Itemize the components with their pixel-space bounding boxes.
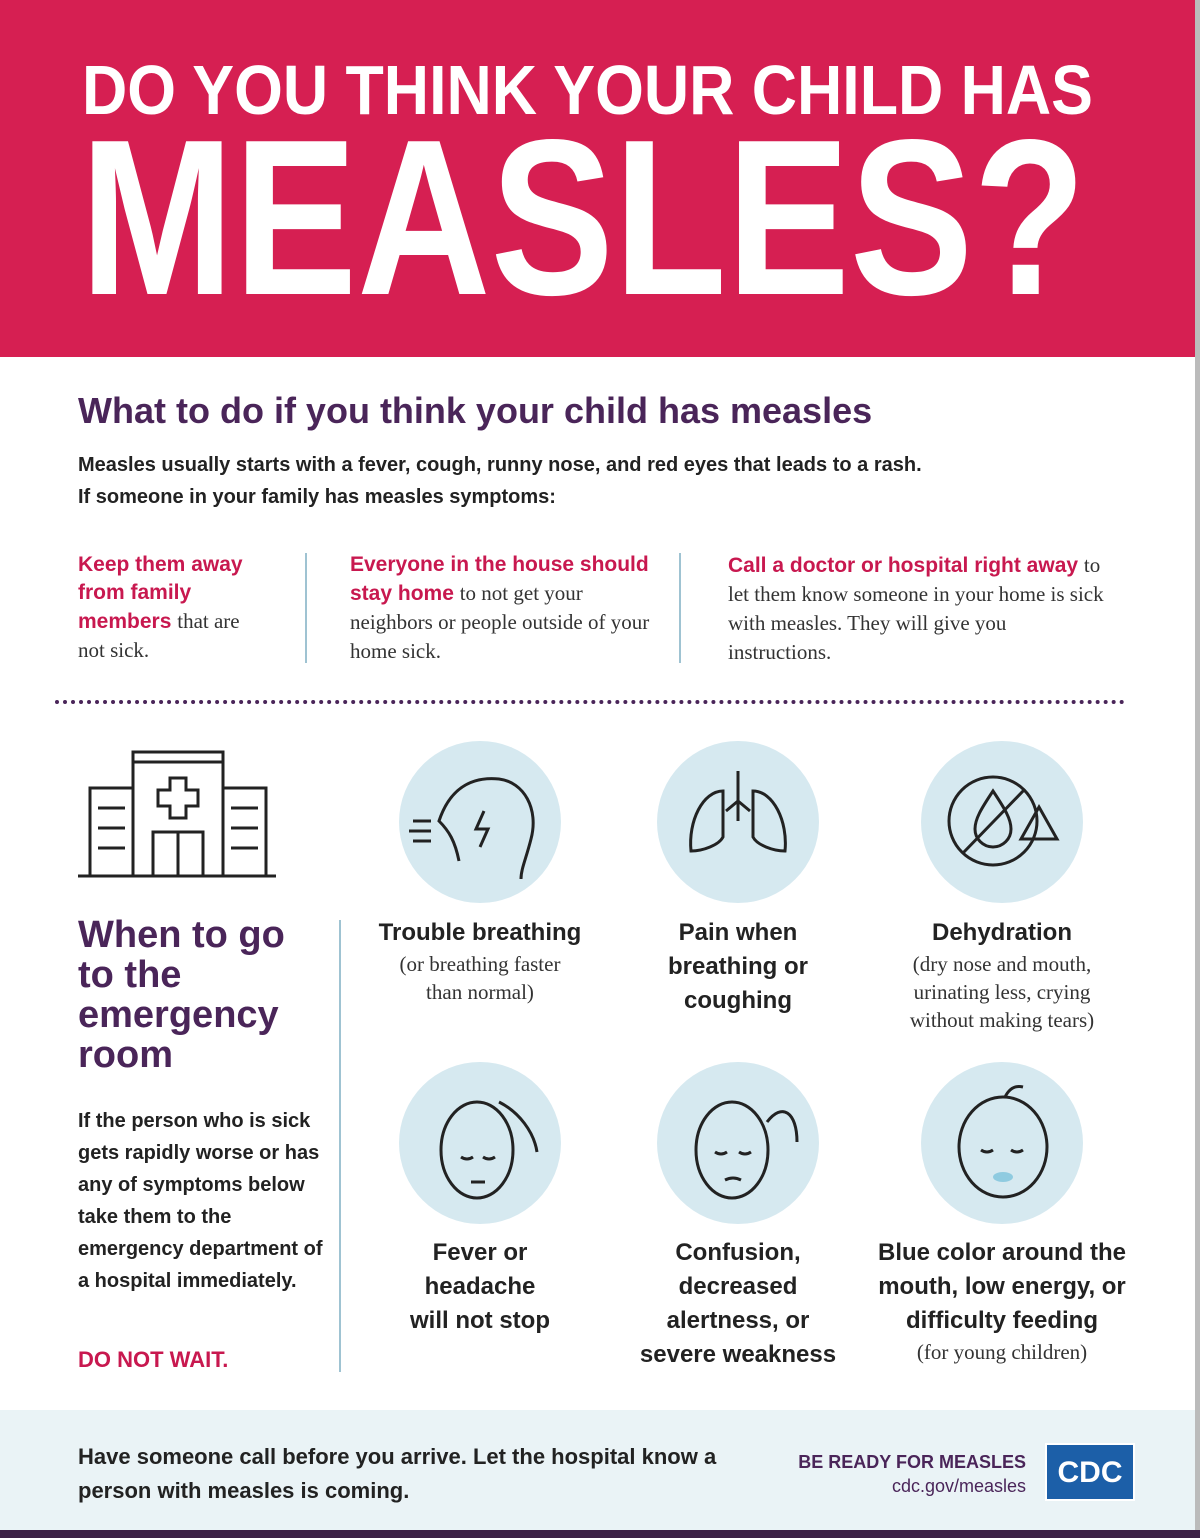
symptom-note: (or breathing faster than normal)	[399, 952, 561, 1004]
symptom-note: (dry nose and mouth, urinating less, cry…	[909, 952, 1095, 1032]
step-bold: Everyone in the house should stay home	[350, 553, 649, 605]
step: Everyone in the house should stay home t…	[350, 551, 650, 666]
dotted-separator	[55, 700, 1125, 704]
step-bold: Call a doctor or hospital right away	[728, 554, 1079, 577]
icon-breathing	[399, 741, 561, 903]
symptom-label: Confusion, decreased alertness, or sever…	[639, 1239, 837, 1368]
icon-baby	[921, 1062, 1083, 1224]
step-text: to not get your neighbors or people outs…	[350, 581, 650, 663]
cdc-logo: CDC	[1045, 1443, 1135, 1501]
symptom-label: Trouble breathing	[378, 919, 582, 946]
symptom: Dehydration (dry nose and mouth, urinatin…	[867, 916, 1137, 1034]
footer	[0, 1410, 1195, 1530]
symptom-label: Dehydration	[931, 919, 1072, 946]
symptom-label: Blue color around the mouth, low energy,…	[877, 1239, 1126, 1334]
emergency-title: When to go to the emergency room	[78, 914, 285, 1076]
url: cdc.gov/measles	[891, 1476, 1026, 1496]
icon-dehydration	[921, 741, 1083, 903]
edge	[1195, 0, 1200, 1538]
divider	[679, 553, 681, 663]
symptom-label: Pain when breathing or coughing	[667, 919, 808, 1014]
emergency-body: If the person who is sick gets rapidly w…	[78, 1110, 323, 1292]
symptom: Confusion, decreased alertness, or sever…	[603, 1236, 873, 1372]
symptom: Fever or headache will not stop	[345, 1236, 615, 1338]
header-line2: MEASLES?	[80, 94, 1086, 342]
footer-message: Have someone call before you arrive. Let…	[78, 1444, 717, 1503]
step: Call a doctor or hospital right away to …	[728, 551, 1108, 667]
symptom: Trouble breathing (or breathing faster th…	[345, 916, 615, 1006]
step-text: that are not sick.	[78, 609, 240, 662]
hospital-icon	[78, 750, 276, 878]
step-bold: Keep them away from family members	[78, 553, 243, 633]
symptom-note: (for young children)	[916, 1340, 1088, 1364]
header: DO YOU THINK YOUR CHILD HAS MEASLES?	[0, 0, 1196, 357]
step-text: to let them know someone in your home is…	[728, 553, 1104, 664]
section-title: What to do if you think your child has m…	[78, 390, 873, 431]
bottom-bar	[0, 1530, 1200, 1538]
symptom: Blue color around the mouth, low energy,…	[862, 1236, 1142, 1366]
header-line1: DO YOU THINK YOUR CHILD HAS	[82, 51, 1093, 129]
intro: Measles usually starts with a fever, cou…	[78, 454, 922, 476]
campaign: BE READY FOR MEASLES	[798, 1452, 1026, 1472]
icon-confusion	[657, 1062, 819, 1224]
logo-text: CDC	[1058, 1456, 1123, 1489]
icon-lungs	[657, 741, 819, 903]
intro: If someone in your family has measles sy…	[78, 486, 556, 508]
warning: DO NOT WAIT.	[78, 1347, 229, 1372]
icon-headache	[399, 1062, 561, 1224]
symptom: Pain when breathing or coughing	[603, 916, 873, 1018]
symptom-label: Fever or headache will not stop	[410, 1239, 550, 1334]
divider	[339, 920, 341, 1372]
step: Keep them away from family members that …	[78, 551, 268, 665]
divider	[305, 553, 307, 663]
